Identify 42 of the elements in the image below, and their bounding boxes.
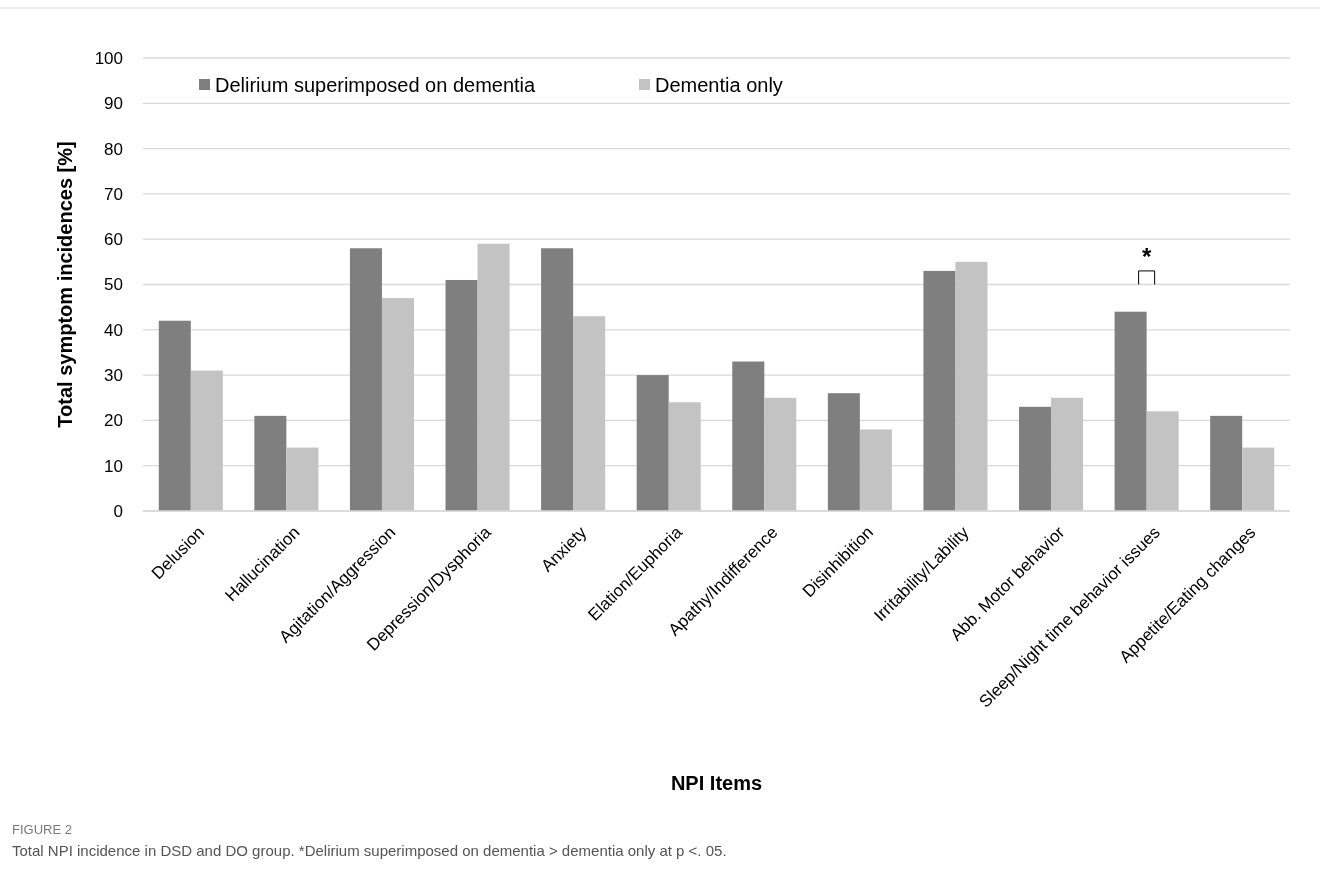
- bar: [1146, 411, 1179, 511]
- bar: [1242, 447, 1275, 511]
- x-axis-title: NPI Items: [670, 772, 763, 794]
- bar: [445, 279, 478, 511]
- legend-label: Dementia only: [655, 74, 783, 96]
- y-tick-label: 80: [104, 139, 123, 159]
- bar: [732, 361, 765, 511]
- caption: FIGURE 2: [12, 822, 72, 837]
- y-tick-label: 10: [104, 456, 123, 476]
- bar: [1051, 397, 1084, 511]
- bar: [1019, 406, 1052, 511]
- bar: [541, 248, 574, 511]
- bar: [190, 370, 223, 511]
- bar: [349, 248, 382, 511]
- bar: [859, 429, 892, 511]
- bar: [573, 316, 606, 511]
- y-tick-label: 90: [104, 94, 123, 114]
- y-tick-label: 20: [104, 411, 123, 431]
- bar: [636, 375, 669, 511]
- bar: [827, 393, 860, 511]
- y-tick-label: 60: [104, 230, 123, 250]
- bar: [668, 402, 701, 511]
- text: Total NPI incidence in DSD and DO group. *Delirium superimposed on dementia > dementia only at p <. 05.: [12, 842, 727, 859]
- annotation: *: [1141, 242, 1152, 270]
- bar: [381, 298, 414, 511]
- y-tick-label: 70: [104, 184, 123, 204]
- bar: [477, 243, 510, 511]
- y-tick-label: 30: [104, 366, 123, 386]
- bar: [923, 270, 956, 511]
- bar: [1114, 311, 1147, 511]
- bar: [955, 261, 988, 511]
- y-tick-label: 50: [104, 275, 123, 295]
- bar: [764, 397, 797, 511]
- legend-label: Delirium superimposed on dementia: [215, 74, 537, 96]
- y-tick-label: 100: [94, 48, 123, 68]
- y-tick-label: 0: [113, 501, 123, 521]
- bar: [254, 415, 287, 511]
- bar: [286, 447, 319, 511]
- bar: [1210, 415, 1243, 511]
- y-axis-title: Total symptom incidences [%]: [54, 141, 76, 428]
- y-tick-label: 40: [104, 320, 123, 340]
- bar: [158, 320, 191, 511]
